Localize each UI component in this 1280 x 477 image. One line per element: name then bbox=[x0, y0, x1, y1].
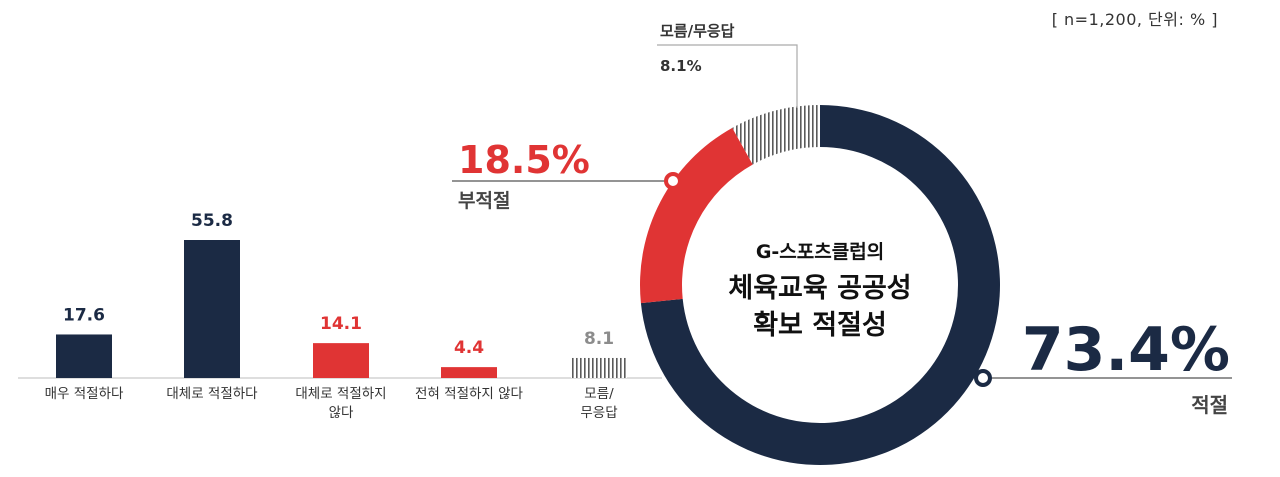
bar bbox=[184, 240, 240, 378]
bar-value-label: 8.1 bbox=[584, 329, 614, 349]
donut-center-line: 확보 적절성 bbox=[753, 310, 887, 341]
bar bbox=[313, 343, 369, 378]
sample-size-note: [ n=1,200, 단위: % ] bbox=[1051, 10, 1218, 29]
donut-center-line: 체육교육 공공성 bbox=[728, 273, 911, 304]
leader-marker bbox=[974, 369, 992, 387]
slice-value-label: 73.4% bbox=[1022, 315, 1230, 385]
bar bbox=[56, 334, 112, 378]
bar-category-label: 대체로 적절하다 bbox=[166, 386, 258, 402]
slice-value-label: 8.1% bbox=[660, 57, 702, 75]
slice-name-label: 적절 bbox=[1191, 393, 1228, 417]
donut-slice bbox=[640, 127, 753, 304]
bar-value-label: 14.1 bbox=[320, 314, 362, 334]
bar-category-label: 않다 bbox=[329, 405, 354, 421]
bar-category-label: 대체로 적절하지 bbox=[295, 386, 386, 402]
bar bbox=[441, 367, 497, 378]
bar bbox=[571, 357, 627, 378]
slice-name-label: 모름/무응답 bbox=[660, 22, 735, 40]
leader-marker bbox=[664, 172, 682, 190]
bar-category-label: 전혀 적절하지 않다 bbox=[415, 386, 524, 402]
leader-line bbox=[657, 44, 798, 108]
bar-value-label: 4.4 bbox=[454, 338, 484, 358]
bar-value-label: 17.6 bbox=[63, 305, 105, 325]
bar-category-label: 매우 적절하다 bbox=[45, 386, 124, 402]
donut-slice bbox=[732, 105, 820, 165]
donut-center-line: G-스포츠클럽의 bbox=[756, 241, 884, 263]
slice-value-label: 18.5% bbox=[458, 138, 590, 182]
bar-category-label: 무응답 bbox=[580, 405, 617, 421]
bar-value-label: 55.8 bbox=[191, 211, 233, 231]
slice-name-label: 부적절 bbox=[458, 190, 510, 212]
bar-category-label: 모름/ bbox=[584, 386, 614, 402]
